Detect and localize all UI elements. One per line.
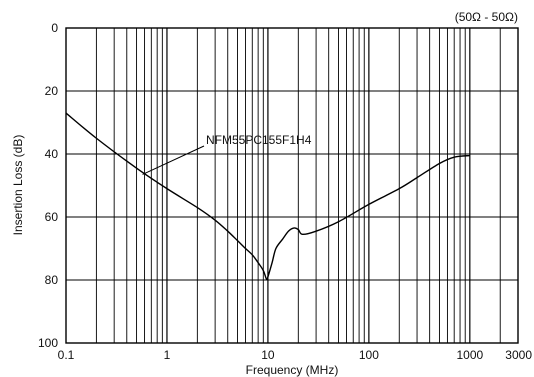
y-tick-label: 80 [45, 273, 59, 287]
impedance-annotation: (50Ω - 50Ω) [455, 10, 518, 24]
series-label-leader [142, 145, 205, 175]
x-tick-label: 0.1 [58, 348, 75, 362]
x-tick-labels: 0.1 1 10 100 1000 3000 [58, 348, 533, 362]
x-tick-label: 1000 [456, 348, 483, 362]
x-tick-label: 10 [261, 348, 275, 362]
x-tick-label: 1 [164, 348, 171, 362]
y-tick-label: 60 [45, 210, 59, 224]
y-tick-label: 40 [45, 147, 59, 161]
y-tick-label: 0 [51, 21, 58, 35]
x-tick-label: 3000 [505, 348, 532, 362]
y-tick-labels: 0 20 40 60 80 100 [38, 21, 58, 350]
series-line [65, 112, 470, 281]
y-tick-label: 20 [45, 84, 59, 98]
y-axis-label: Insertion Loss (dB) [11, 135, 25, 236]
plot-frame [65, 27, 519, 344]
series-layer [65, 112, 470, 281]
x-tick-label: 100 [359, 348, 379, 362]
x-axis-label: Frequency (MHz) [246, 363, 339, 377]
series-label: NFM55PC155F1H4 [206, 133, 312, 147]
y-tick-label: 100 [38, 336, 58, 350]
grid [66, 28, 518, 343]
